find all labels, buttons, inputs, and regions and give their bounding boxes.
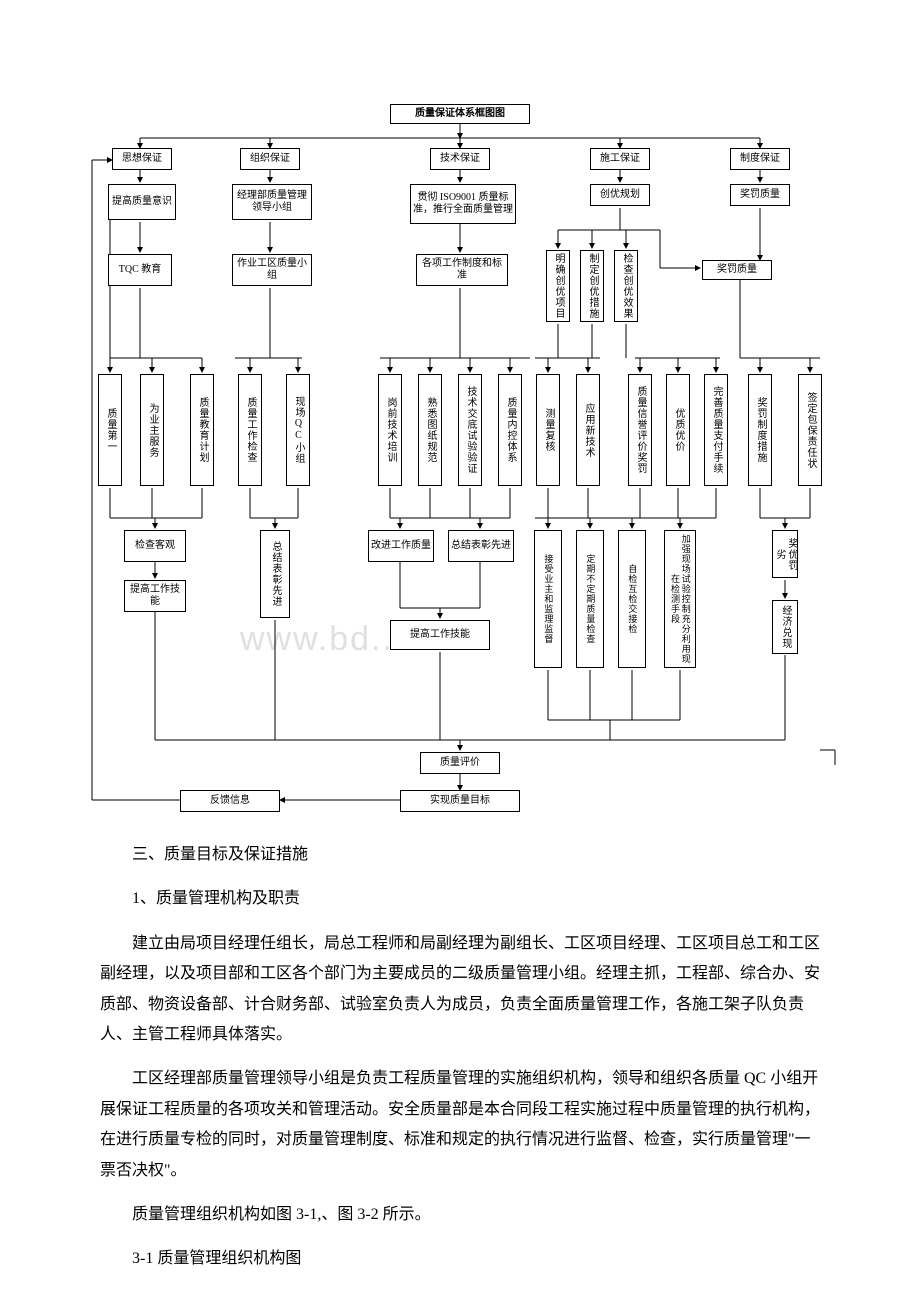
r3b-2: 检查创优效果: [614, 250, 638, 322]
paragraph-4: 3-1 质量管理组织机构图: [100, 1244, 820, 1274]
r3-2: 各项工作制度和标准: [416, 254, 508, 286]
r4-15: 签定包保责任状: [798, 374, 822, 486]
r5c-0: 改进工作质量: [368, 530, 434, 562]
title-box: 质量保证体系框图图: [390, 104, 530, 124]
heading-3: 三、质量目标及保证措施: [100, 840, 820, 870]
r2-2: 贯彻 ISO9001 质量标准，推行全面质量管理: [410, 184, 516, 224]
r3-1: 作业工区质量小组: [232, 254, 312, 286]
bottom-2: 实现质量目标: [400, 790, 520, 812]
r3b-3: 奖罚质量: [702, 260, 772, 280]
r3b-0: 明确创优项目: [546, 250, 570, 322]
r4-3: 质量工作检查: [238, 374, 262, 486]
r1-4: 制度保证: [730, 148, 790, 170]
r4-6: 熟悉图纸规范: [418, 374, 442, 486]
r5d-2: 自检互检交接检: [618, 530, 646, 668]
r1-1: 组织保证: [240, 148, 300, 170]
r3-0: TQC 教育: [108, 254, 172, 286]
r4-10: 应用新技术: [576, 374, 600, 486]
bottom-1: 反馈信息: [180, 790, 280, 812]
r5c-2: 提高工作技能: [390, 620, 490, 650]
r4-4: 现场QC小组: [286, 374, 310, 486]
r4-12: 优质优价: [666, 374, 690, 486]
page: 质量保证体系框图图 思想保证 组织保证 技术保证 施工保证 制度保证 提高质量意…: [0, 100, 920, 1275]
r1-3: 施工保证: [590, 148, 650, 170]
r4-13: 完善质量支付手续: [704, 374, 728, 486]
r5a-0: 检查客观: [124, 530, 186, 562]
r2-1: 经理部质量管理领导小组: [232, 184, 312, 220]
r3b-1: 制定创优措施: [580, 250, 604, 322]
paragraph-1: 建立由局项目经理任组长，局总工程师和局副经理为副组长、工区项目经理、工区项目总工…: [100, 929, 820, 1051]
bottom-0: 质量评价: [420, 752, 500, 774]
r4-14: 奖罚制度措施: [748, 374, 772, 486]
r2-0: 提高质量意识: [108, 184, 176, 220]
r5e-1: 经济兑现: [772, 600, 798, 654]
r5d-1: 定期不定期质量检查: [576, 530, 604, 668]
r4-2: 质量教育计划: [190, 374, 214, 486]
r5c-1: 总结表彰先进: [448, 530, 514, 562]
paragraph-2: 工区经理部质量管理领导小组是负责工程质量管理的实施组织机构，领导和组织各质量 Q…: [100, 1064, 820, 1186]
heading-3-1: 1、质量管理机构及职责: [100, 884, 820, 914]
r4-1: 为业主服务: [140, 374, 164, 486]
r4-7: 技术交底试验验证: [458, 374, 482, 486]
r1-2: 技术保证: [430, 148, 490, 170]
r4-5: 岗前技术培训: [378, 374, 402, 486]
r5d-0: 接受业主和监理监督: [534, 530, 562, 668]
r1-0: 思想保证: [112, 148, 172, 170]
flowchart-diagram: 质量保证体系框图图 思想保证 组织保证 技术保证 施工保证 制度保证 提高质量意…: [80, 100, 840, 820]
body-text: 三、质量目标及保证措施 1、质量管理机构及职责 建立由局项目经理任组长，局总工程…: [100, 840, 820, 1275]
paragraph-3: 质量管理组织机构如图 3-1,、图 3-2 所示。: [100, 1200, 820, 1230]
r4-9: 测量复核: [536, 374, 560, 486]
r5d-3: 加强现场试验控制充分利用现在检测手段: [664, 530, 696, 668]
r5e-0: 奖优罚劣: [772, 530, 798, 578]
r5a-1: 提高工作技能: [124, 580, 186, 612]
r5b: 总结表彰先进: [260, 530, 290, 618]
r4-0: 质量第一: [98, 374, 122, 486]
r2-4: 奖罚质量: [730, 184, 790, 206]
r2-3: 创优规划: [590, 184, 650, 206]
r4-8: 质量内控体系: [498, 374, 522, 486]
r4-11: 质量信誉评价奖罚: [628, 374, 652, 486]
